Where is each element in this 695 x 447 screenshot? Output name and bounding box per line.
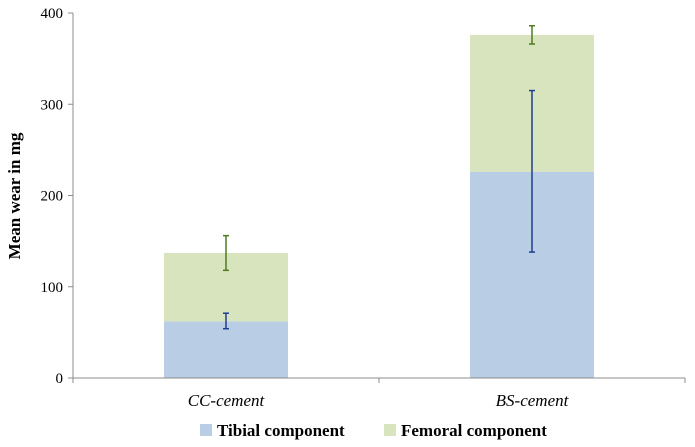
legend-swatch [200, 424, 212, 436]
legend-swatch [384, 424, 396, 436]
y-tick-label: 200 [41, 189, 64, 205]
axes: 0 100 200 300 400 CC-cement BS-cement [41, 6, 686, 410]
y-tick-label: 100 [41, 280, 64, 296]
error-bar-tibial-bs-cement [529, 89, 535, 253]
y-tick-label: 0 [56, 371, 64, 387]
legend-label: Femoral component [401, 421, 547, 440]
legend-label: Tibial component [217, 421, 345, 440]
error-bar-tibial-cc-cement [223, 312, 229, 330]
bar-tibial-cc-cement [164, 321, 288, 378]
legend: Tibial component Femoral component [200, 421, 547, 440]
plot-area [164, 25, 594, 378]
y-axis-title: Mean wear in mg [5, 132, 24, 259]
x-category-label-cc-cement: CC-cement [188, 391, 266, 410]
legend-item-tibial: Tibial component [200, 421, 345, 440]
x-category-label-bs-cement: BS-cement [496, 391, 570, 410]
error-bar-femoral-cc-cement [223, 234, 229, 272]
error-bar-femoral-bs-cement [529, 25, 535, 45]
y-tick-label: 300 [41, 97, 64, 113]
y-tick-label: 400 [41, 6, 64, 22]
legend-item-femoral: Femoral component [384, 421, 547, 440]
